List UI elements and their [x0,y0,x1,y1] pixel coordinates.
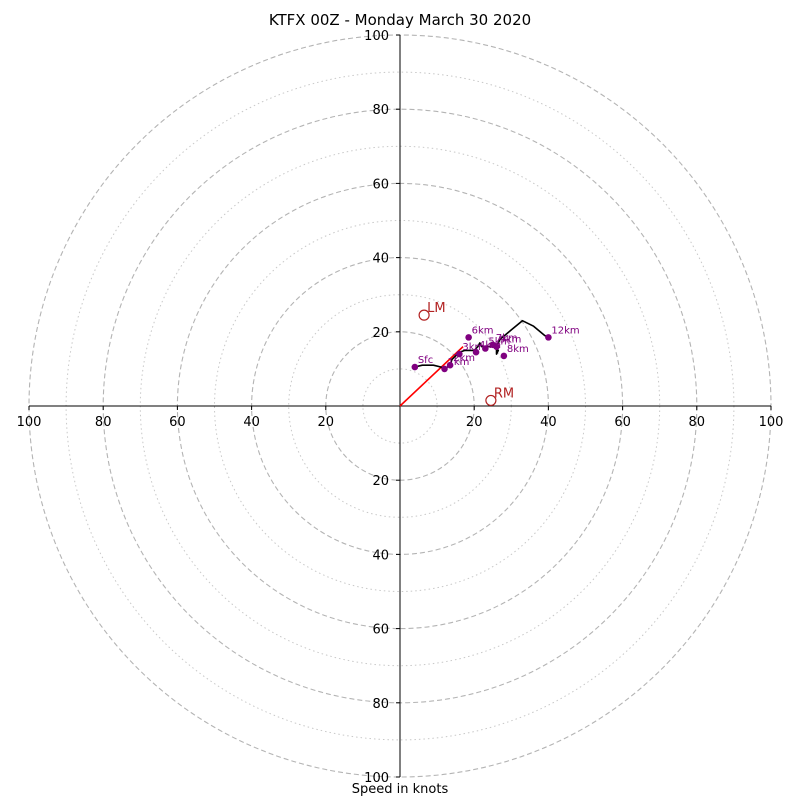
y-tick-label: 40 [372,548,389,563]
x-tick-label: 20 [318,415,335,430]
x-tick-label: 40 [540,415,557,430]
x-tick-label: 40 [243,415,260,430]
height-marker-sfc [411,363,419,371]
height-label-9km: 9km [499,335,521,346]
y-tick-label: 20 [372,474,389,489]
mean-wind-line [399,346,464,407]
height-marker-6km [465,334,472,341]
height-label-2km: 2km [453,353,475,364]
chart-title: KTFX 00Z - Monday March 30 2020 [268,11,532,29]
x-axis-label: Speed in knots [351,782,449,797]
x-tick-label: 100 [759,415,784,430]
height-marker-2km [446,361,454,369]
height-marker-8km [500,352,508,360]
height-label-7km: 7km [496,333,518,344]
height-marker-12km [545,334,552,341]
height-marker-5km [482,345,489,352]
x-tick-label: 80 [95,415,112,430]
storm-motion-label-rm: RM [494,386,514,401]
storm-motion-lm [418,309,430,321]
height-marker-3km [456,350,463,358]
height-label-sfc: Sfc [418,355,433,366]
mean-wind-line-group [399,346,464,407]
height-label-3km: 3km [462,342,484,353]
storm-motion-rm [485,394,497,407]
height-markers: Sfc1km2km3km4km5km6km7km8km9km12km [411,325,580,373]
x-tick-label: 20 [466,415,483,430]
x-tick-label: 100 [17,415,42,430]
x-tick-label: 80 [689,415,706,430]
height-label-5km: 5km [488,336,510,347]
y-tick-label: 100 [364,771,389,786]
y-tick-label: 20 [372,326,389,341]
storm-motions: LM RM [418,301,514,407]
storm-motion-label-lm: LM [427,301,445,316]
height-label-8km: 8km [507,344,529,355]
y-tick-label: 80 [372,697,389,712]
height-marker-4km [472,348,480,356]
height-label-6km: 6km [472,325,494,336]
y-tick-label: 80 [372,103,389,118]
tick-labels: 100 80 60 40 20 20 40 60 80 100 100 80 60 40 20 20 40 60 8… [17,29,784,786]
y-tick-label: 100 [364,29,389,44]
height-label-12km: 12km [551,325,579,336]
y-tick-label: 60 [372,177,389,192]
height-label-1km: 1km [448,357,470,368]
y-tick-label: 60 [372,623,389,638]
height-marker-1km [441,365,448,373]
y-tick-label: 40 [372,252,389,267]
height-marker-9km [493,343,500,350]
x-tick-label: 60 [614,415,631,430]
x-tick-label: 60 [169,415,186,430]
